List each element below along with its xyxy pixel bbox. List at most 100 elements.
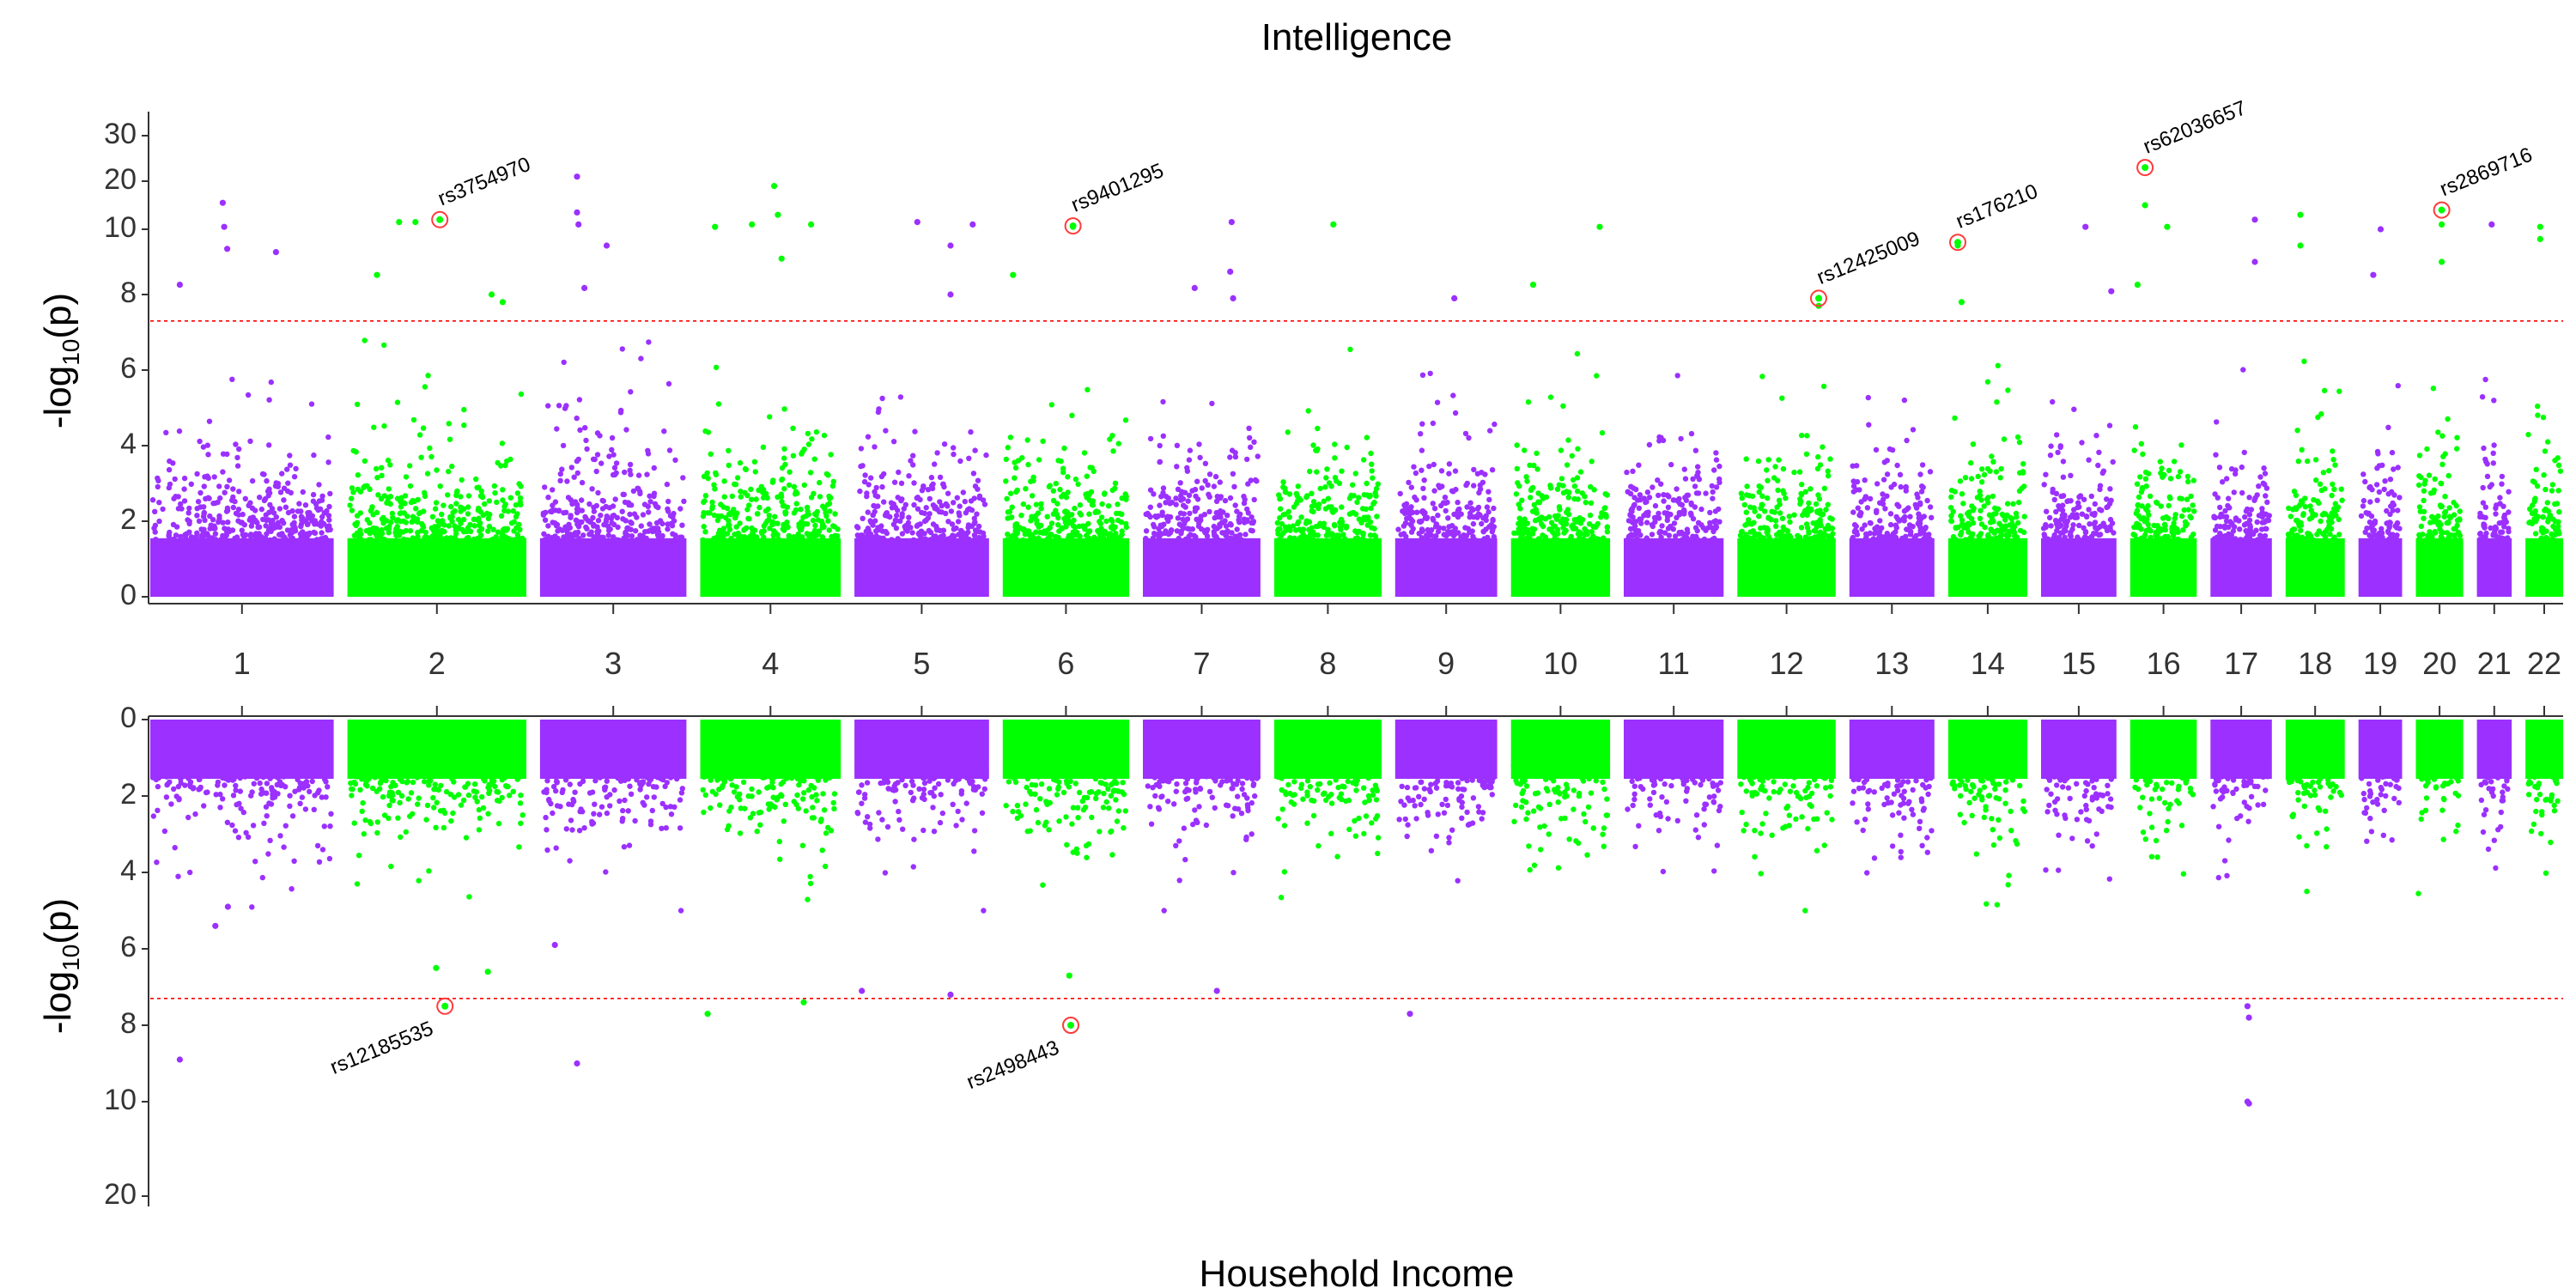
snp-point bbox=[872, 518, 878, 524]
snp-point bbox=[1147, 504, 1154, 510]
snp-point bbox=[1174, 528, 1181, 534]
significant-point-top bbox=[581, 284, 588, 291]
snp-point bbox=[1246, 425, 1252, 431]
snp-point bbox=[1554, 486, 1561, 492]
snp-point bbox=[552, 507, 558, 513]
snp-point bbox=[1297, 497, 1303, 503]
snp-point bbox=[236, 446, 242, 453]
snp-point bbox=[1602, 511, 1608, 518]
snp-point bbox=[1522, 447, 1528, 453]
snp-point bbox=[2075, 500, 2081, 506]
snp-point bbox=[1157, 530, 1163, 537]
snp-point bbox=[296, 501, 302, 507]
snp-point bbox=[314, 842, 321, 849]
snp-point bbox=[625, 808, 631, 814]
snp-point bbox=[1315, 505, 1321, 512]
snp-point bbox=[410, 416, 417, 423]
snp-point bbox=[1441, 526, 1447, 532]
snp-point bbox=[2439, 433, 2445, 439]
snp-point bbox=[504, 783, 510, 790]
snp-point bbox=[545, 533, 551, 539]
snp-point bbox=[354, 513, 361, 519]
snp-point bbox=[584, 446, 590, 453]
significant-point-top bbox=[219, 199, 226, 206]
snp-point bbox=[1055, 514, 1061, 521]
snp-point bbox=[2381, 486, 2387, 493]
snp-point bbox=[224, 505, 231, 511]
snp-point bbox=[671, 537, 678, 543]
snp-point bbox=[909, 530, 915, 536]
snp-point bbox=[1575, 446, 1581, 452]
snp-point bbox=[1701, 536, 1708, 543]
snp-point bbox=[196, 518, 203, 525]
snp-point bbox=[349, 793, 355, 799]
snp-point bbox=[2494, 502, 2500, 508]
snp-point bbox=[1993, 469, 2000, 475]
snp-point bbox=[1152, 513, 1158, 519]
snp-point bbox=[544, 778, 550, 784]
snp-point bbox=[1671, 497, 1677, 503]
snp-point bbox=[1099, 501, 1105, 507]
snp-point bbox=[872, 444, 878, 450]
snp-point bbox=[823, 777, 829, 783]
snp-point bbox=[1491, 533, 1498, 540]
snp-point bbox=[206, 418, 213, 424]
significant-point-top bbox=[2297, 211, 2304, 218]
snp-point bbox=[968, 428, 974, 435]
snp-point bbox=[2136, 494, 2142, 501]
snp-point bbox=[2556, 509, 2562, 515]
snp-point bbox=[1867, 530, 1873, 537]
snp-point bbox=[291, 513, 298, 519]
snp-point bbox=[375, 492, 381, 498]
snp-point bbox=[407, 483, 414, 489]
snp-point bbox=[583, 524, 589, 531]
snp-point bbox=[1779, 395, 1785, 401]
snp-point bbox=[1403, 504, 1409, 510]
snp-point bbox=[456, 763, 462, 769]
snp-point bbox=[304, 531, 310, 538]
snp-point bbox=[667, 775, 674, 781]
snp-point bbox=[185, 814, 191, 821]
snp-point bbox=[1777, 501, 1783, 507]
snp-point bbox=[2190, 532, 2196, 538]
snp-point bbox=[563, 403, 569, 409]
snp-point bbox=[1970, 441, 1977, 447]
snp-point bbox=[712, 537, 718, 544]
snp-point bbox=[2014, 434, 2021, 440]
snp-point bbox=[2416, 504, 2423, 510]
snp-point bbox=[827, 771, 834, 777]
snp-point bbox=[2167, 476, 2174, 482]
snp-point bbox=[928, 474, 935, 481]
snp-point bbox=[2263, 511, 2269, 517]
snp-point bbox=[1716, 463, 1722, 470]
snp-point bbox=[580, 532, 586, 538]
significant-point-top bbox=[2134, 282, 2141, 289]
snp-point bbox=[2211, 514, 2217, 520]
snp-point bbox=[1182, 504, 1188, 510]
snp-point bbox=[1400, 531, 1407, 537]
snp-point bbox=[2058, 493, 2064, 500]
snp-point bbox=[1280, 479, 1286, 485]
snp-point bbox=[1819, 532, 1826, 538]
snp-point bbox=[1519, 497, 1525, 503]
snp-point bbox=[1211, 483, 1218, 489]
snp-point bbox=[1627, 490, 1634, 497]
snp-point bbox=[239, 527, 245, 533]
snp-point bbox=[1695, 490, 1702, 496]
snp-point bbox=[1300, 526, 1307, 532]
snp-point bbox=[2159, 465, 2165, 471]
snp-point bbox=[450, 810, 456, 817]
snp-point bbox=[628, 471, 634, 477]
snp-point bbox=[748, 496, 755, 502]
snp-point bbox=[2302, 537, 2308, 543]
snp-point bbox=[654, 775, 660, 781]
snp-point bbox=[799, 535, 805, 542]
snp-point bbox=[2445, 472, 2451, 479]
snp-point bbox=[1645, 513, 1651, 519]
snp-point bbox=[1826, 526, 1832, 532]
snp-point bbox=[1628, 507, 1634, 513]
snp-point bbox=[610, 503, 617, 509]
snp-point bbox=[1564, 509, 1570, 515]
snp-point bbox=[647, 776, 654, 782]
snp-point bbox=[621, 844, 628, 850]
